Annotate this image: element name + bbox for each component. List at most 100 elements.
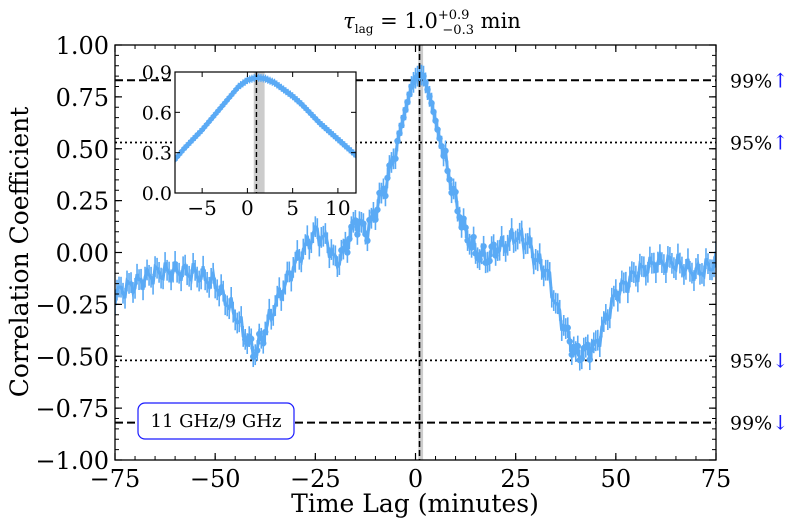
data-point (486, 257, 493, 265)
threshold-label: 99% (730, 70, 772, 92)
data-point (420, 72, 427, 80)
threshold-labels: 99% ↑95% ↑95% ↓99% ↓ (730, 68, 789, 434)
inset-y-tick-label: 0.6 (142, 102, 172, 124)
data-point (426, 93, 433, 100)
inset-frame (174, 71, 357, 194)
threshold-arrow: ↑ (772, 68, 789, 92)
title-unit: min (474, 9, 521, 33)
data-point (588, 345, 595, 353)
data-point (364, 237, 371, 244)
data-point (462, 224, 469, 231)
axis-ticks: −75 −50 −25 0 25 50 75−1.00−0.75−0.50−0.250.00… (35, 32, 731, 493)
y-tick-label: −0.25 (35, 291, 109, 319)
data-point (372, 216, 379, 223)
data-point (476, 256, 483, 263)
data-point (468, 244, 475, 251)
data-point (586, 356, 593, 363)
data-point (406, 91, 413, 98)
data-point (446, 176, 453, 183)
inset-lag-band (253, 72, 265, 193)
inset-background (175, 72, 356, 193)
data-point (438, 142, 445, 150)
threshold-label: 95% (730, 133, 772, 155)
data-point (344, 249, 351, 256)
y-tick-label: −1.00 (35, 447, 109, 475)
inset-x-tick-label: 0 (241, 196, 254, 220)
threshold-arrow: ↓ (772, 348, 789, 372)
data-point (262, 328, 269, 336)
data-point (490, 241, 497, 248)
x-tick-label: 0 (408, 465, 423, 493)
lag-band-rect (418, 45, 424, 460)
data-point (572, 348, 579, 355)
data-point (566, 338, 573, 345)
y-axis-label: Correlation Coefficient (5, 107, 34, 398)
data-point (480, 243, 487, 250)
title-tau-sub: lag (355, 22, 374, 36)
data-point (362, 230, 369, 238)
data-point (258, 335, 265, 342)
x-tick-label: 25 (500, 465, 531, 493)
lag-uncertainty-band (418, 45, 424, 460)
data-point (470, 233, 477, 241)
data-point (444, 167, 451, 175)
inset-series (175, 73, 356, 164)
x-tick-label: −75 (90, 465, 141, 493)
y-tick-label: 0.25 (56, 188, 109, 216)
data-point (374, 206, 381, 213)
inset-band-rect (253, 72, 265, 193)
data-point (384, 174, 391, 182)
x-tick-label: −50 (190, 465, 241, 493)
data-point (382, 192, 389, 200)
data-point (400, 114, 407, 121)
data-point (424, 86, 431, 93)
data-point (494, 247, 501, 254)
data-point (360, 220, 367, 227)
data-point (404, 98, 411, 106)
title-equals: = 1.0 (373, 9, 437, 33)
inset-point (353, 152, 356, 158)
data-point (432, 117, 439, 124)
data-point (478, 250, 485, 257)
data-point (436, 135, 443, 142)
data-point (346, 235, 353, 242)
data-point (578, 355, 585, 362)
data-point (394, 137, 401, 145)
inset-x-tick-label: −5 (187, 196, 216, 220)
data-point (430, 108, 437, 116)
inset-y-tick-label: 0.3 (142, 143, 172, 165)
data-point (380, 185, 387, 193)
data-point (564, 324, 571, 331)
inset-x-tick-label: 5 (286, 196, 299, 220)
data-point (428, 99, 435, 107)
inset-x-tick-label: 10 (325, 196, 350, 220)
data-point (574, 342, 581, 350)
data-point (590, 339, 597, 347)
data-point (422, 79, 429, 87)
title-plus: +0.9 (438, 8, 470, 23)
title-minus: −0.3 (442, 23, 474, 38)
data-point (260, 340, 267, 347)
data-point (402, 106, 409, 114)
y-tick-label: −0.75 (35, 395, 109, 423)
data-point (398, 122, 405, 129)
data-point (244, 340, 251, 347)
legend-box (137, 402, 295, 440)
x-tick-label: 50 (601, 465, 632, 493)
correlation-series (115, 63, 716, 371)
data-point (442, 147, 449, 155)
title-tau: τ (343, 9, 355, 33)
inset-ticks: −5 0 5 10 0.0 0.3 0.6 0.9 (142, 62, 356, 220)
y-tick-label: 0.50 (56, 136, 109, 164)
threshold-label: 99% (730, 413, 772, 435)
data-point (354, 231, 361, 238)
data-point (396, 129, 403, 137)
y-tick-label: 0.75 (56, 84, 109, 112)
data-point (248, 335, 255, 343)
x-tick-label: 75 (701, 465, 732, 493)
data-point (492, 252, 499, 259)
data-point (392, 155, 399, 162)
chart-title: τlag = 1.0+0.9 −0.3 min (343, 8, 521, 38)
threshold-arrow: ↑ (772, 131, 789, 155)
